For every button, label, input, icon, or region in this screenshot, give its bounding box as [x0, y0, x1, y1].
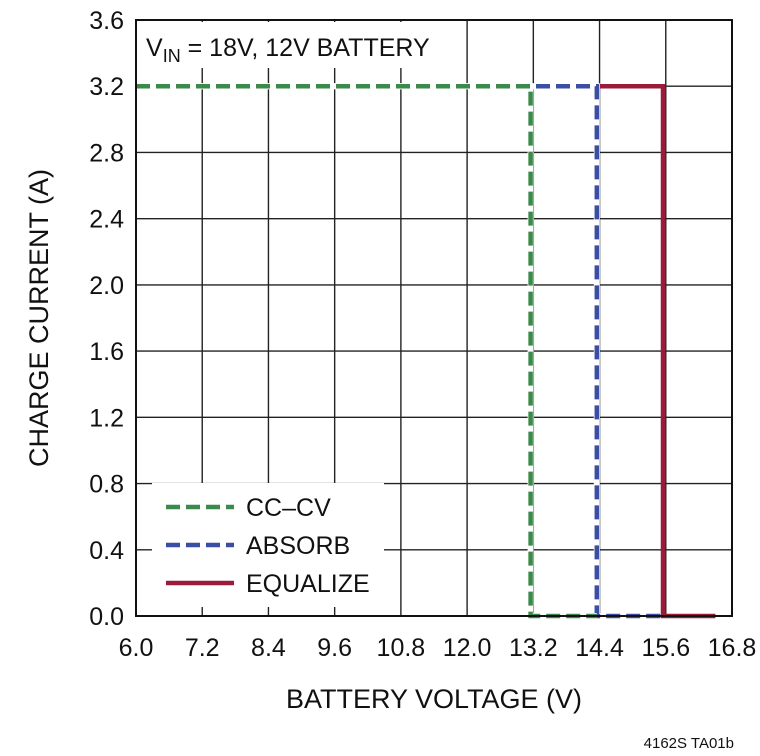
x-tick-label: 16.8: [708, 634, 757, 662]
legend-label: ABSORB: [246, 532, 350, 560]
y-tick-label: 1.6: [89, 338, 124, 366]
legend: CC–CV ABSORB EQUALIZE: [152, 483, 384, 607]
x-tick-label: 14.4: [575, 634, 624, 662]
y-tick-label: 1.2: [89, 404, 124, 432]
y-tick-label: 0.0: [89, 603, 124, 631]
condition-suffix: = 18V, 12V BATTERY: [181, 34, 430, 62]
x-tick-label: 13.2: [509, 634, 558, 662]
condition-box: [138, 22, 456, 68]
x-tick-labels: 6.0 7.2 8.4 9.6 10.8 12.0 13.2 14.4 15.6 16.8: [119, 634, 757, 662]
y-tick-label: 2.4: [89, 206, 124, 234]
y-tick-label: 3.2: [89, 73, 124, 101]
y-tick-label: 2.8: [89, 139, 124, 167]
condition-label: VIN = 18V, 12V BATTERY: [146, 34, 430, 66]
x-tick-label: 7.2: [185, 634, 220, 662]
y-tick-label: 0.4: [89, 537, 124, 565]
condition-subscript: IN: [163, 46, 181, 66]
y-axis-title: CHARGE CURRENT (A): [24, 169, 54, 467]
x-axis-title: BATTERY VOLTAGE (V): [286, 684, 582, 714]
x-tick-label: 12.0: [443, 634, 492, 662]
x-tick-label: 6.0: [119, 634, 154, 662]
x-tick-label: 9.6: [317, 634, 352, 662]
x-tick-label: 8.4: [251, 634, 286, 662]
figure-id: 4162S TA01b: [644, 735, 734, 752]
y-tick-labels: 0.0 0.4 0.8 1.2 1.6 2.0 2.4 2.8 3.2 3.6: [89, 7, 124, 631]
legend-label: CC–CV: [246, 494, 331, 522]
y-tick-label: 3.6: [89, 7, 124, 35]
y-tick-label: 0.8: [89, 471, 124, 499]
condition-prefix: V: [146, 34, 163, 62]
x-tick-label: 15.6: [641, 634, 690, 662]
legend-label: EQUALIZE: [246, 570, 370, 598]
plot-frame: [135, 19, 733, 617]
y-tick-label: 2.0: [89, 272, 124, 300]
x-tick-label: 10.8: [377, 634, 426, 662]
